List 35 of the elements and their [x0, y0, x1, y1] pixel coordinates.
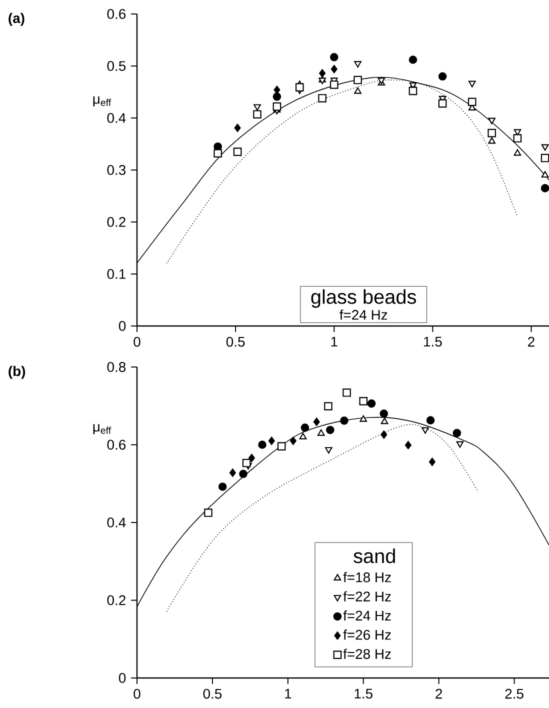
- x-tick-label: 0.5: [203, 688, 222, 699]
- text: (b): [8, 366, 26, 379]
- y-axis-title: μ$_{eff}$: [93, 424, 112, 434]
- x-tick-label: 1: [331, 336, 338, 346]
- y-tick-label: 0: [118, 321, 126, 331]
- y-tick-label: 0.6: [107, 9, 126, 19]
- y-tick-label: 0.8: [107, 362, 126, 372]
- y-tick-label: 0.5: [107, 61, 126, 71]
- x-tick-label: 1.5: [424, 336, 442, 347]
- y-tick-label: 0.6: [107, 440, 126, 450]
- y-tick-label: 0.4: [107, 113, 126, 123]
- x-tick-label: 0: [134, 688, 140, 699]
- legend-label: f=26 Hz: [343, 630, 391, 640]
- legend-label: f=28 Hz: [343, 648, 391, 659]
- legend-label: f=24 Hz: [343, 610, 391, 620]
- y-tick-label: 0.4: [107, 518, 126, 528]
- legend-label: f=18 Hz: [343, 572, 391, 582]
- x-tick-label: 2: [528, 336, 534, 347]
- x-tick-label: 0.5: [226, 336, 245, 347]
- y-tick-label: 0.3: [107, 165, 126, 175]
- legend-label: f=22 Hz: [343, 591, 391, 602]
- y-tick-label: 0.2: [107, 217, 126, 227]
- y-axis-title: μ$_{eff}$: [93, 96, 112, 106]
- y-tick-label: 0.1: [107, 269, 126, 279]
- x-tick-label: 1.5: [354, 688, 372, 699]
- legend-title: sand: [354, 548, 395, 564]
- x-tick-label: 0: [134, 336, 140, 347]
- x-tick-label: 1: [285, 688, 292, 698]
- x-tick-label: 2: [436, 688, 442, 699]
- annotation: f=24 Hz: [340, 310, 388, 320]
- y-tick-label: 0.2: [107, 595, 126, 606]
- y-tick-label: 0: [118, 673, 126, 683]
- x-tick-label: 2.5: [505, 688, 524, 699]
- annotation: glass beads: [311, 289, 416, 308]
- text: (a): [8, 12, 24, 26]
